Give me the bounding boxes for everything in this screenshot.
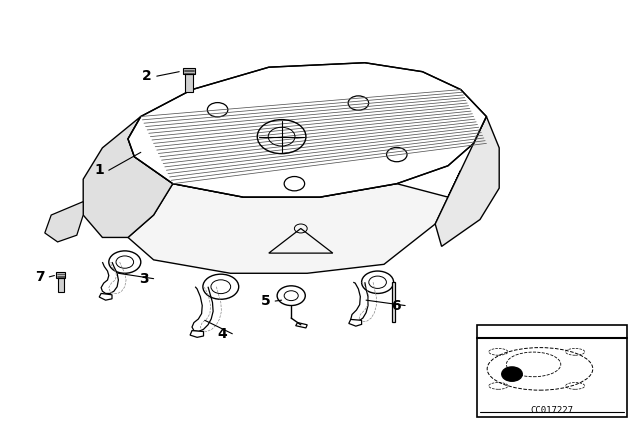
Polygon shape xyxy=(128,63,486,197)
Text: 4: 4 xyxy=(218,327,228,341)
Polygon shape xyxy=(45,202,83,242)
Bar xyxy=(477,325,627,417)
Polygon shape xyxy=(190,331,204,337)
Polygon shape xyxy=(99,293,112,300)
Text: 2: 2 xyxy=(142,69,152,83)
Text: CC017227: CC017227 xyxy=(530,406,573,415)
Polygon shape xyxy=(349,319,362,326)
Text: 3: 3 xyxy=(139,271,149,286)
Polygon shape xyxy=(128,170,461,273)
Text: 7: 7 xyxy=(35,270,45,284)
Text: 5: 5 xyxy=(260,294,271,308)
Polygon shape xyxy=(296,323,307,328)
Bar xyxy=(56,272,65,278)
Circle shape xyxy=(502,367,522,381)
Text: 6: 6 xyxy=(390,298,401,313)
Bar xyxy=(58,278,64,292)
Bar xyxy=(185,74,193,92)
Polygon shape xyxy=(392,282,395,322)
Polygon shape xyxy=(83,116,173,237)
Bar xyxy=(183,68,195,74)
Polygon shape xyxy=(435,116,499,246)
Text: 1: 1 xyxy=(94,163,104,177)
